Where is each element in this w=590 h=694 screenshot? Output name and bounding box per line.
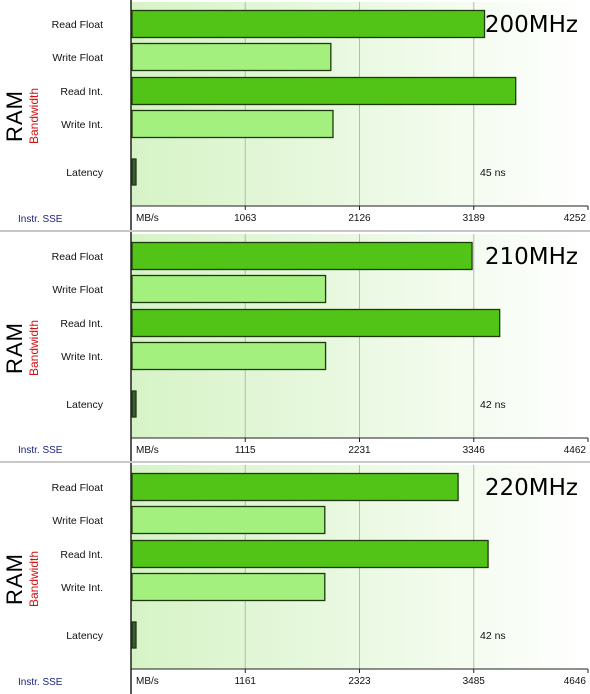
latency-value-label: 42 ns <box>480 399 506 411</box>
x-tick-label: 3485 <box>463 676 486 687</box>
x-tick-label: 1161 <box>234 676 256 687</box>
category-label: Read Float <box>52 251 103 263</box>
bar-write-float <box>131 505 326 535</box>
plot-area-2: Read Float Write Float Read Int. Write Int.… <box>0 232 590 463</box>
x-tick-label: 2231 <box>348 445 371 456</box>
bar-write-int <box>131 341 327 371</box>
bar-read-float <box>131 241 473 271</box>
category-label: Write Float <box>52 52 103 64</box>
x-tick-label: 2126 <box>348 213 371 224</box>
category-label: Latency <box>66 399 104 411</box>
x-tick-label: 4646 <box>564 676 587 687</box>
bar-write-int <box>131 109 334 139</box>
chart-panel-3: RAM Bandwidth Read Float Write Float Read … <box>0 463 590 694</box>
bar-chart-svg: Read Float Write Float Read Int. Write Int.… <box>52 232 589 463</box>
bar-write-float <box>131 274 327 304</box>
panel-separator <box>0 461 590 463</box>
category-label: Read Float <box>52 19 103 31</box>
x-tick-label: 1063 <box>234 213 257 224</box>
chart-title: 200MHz <box>485 12 578 38</box>
bar-read-int <box>131 539 489 569</box>
category-label: Write Int. <box>61 582 103 594</box>
plot-area-1: Read Float Write Float Read Int. Write Int.… <box>0 0 590 231</box>
panel-separator <box>0 230 590 232</box>
bar-chart-svg: Read Float Write Float Read Int. Write Int.… <box>52 463 589 694</box>
plot-area-3: Read Float Write Float Read Int. Write Int.… <box>0 463 590 694</box>
chart-title: 210MHz <box>485 244 578 270</box>
x-tick-label: 1115 <box>235 445 256 456</box>
chart-title: 220MHz <box>485 475 578 501</box>
bar-read-float <box>131 9 486 39</box>
category-label: Latency <box>66 630 104 642</box>
x-tick-label: 4462 <box>564 445 587 456</box>
instr-label: Instr. SSE <box>18 214 63 225</box>
x-tick-label: 3346 <box>463 445 486 456</box>
bar-read-int <box>131 76 517 106</box>
x-axis-unit-label: MB/s <box>136 445 159 456</box>
bar-latency <box>131 158 137 186</box>
category-label: Write Int. <box>61 351 103 363</box>
bar-read-float <box>131 472 459 502</box>
category-label: Read Float <box>52 482 103 494</box>
category-label: Write Float <box>52 515 103 527</box>
bar-latency <box>131 621 137 649</box>
category-label: Read Int. <box>60 549 103 561</box>
bar-read-int <box>131 308 501 338</box>
bar-latency <box>131 390 137 418</box>
x-axis-unit-label: MB/s <box>136 676 159 687</box>
instr-label: Instr. SSE <box>18 445 63 456</box>
x-tick-label: 2323 <box>348 676 371 687</box>
category-label: Write Float <box>52 284 103 296</box>
x-axis-unit-label: MB/s <box>136 213 159 224</box>
chart-panel-1: RAM Bandwidth Read Float Write Float Read … <box>0 0 590 231</box>
category-label: Write Int. <box>61 119 103 131</box>
x-tick-label: 4252 <box>564 213 587 224</box>
instr-label: Instr. SSE <box>18 677 63 688</box>
category-label: Read Int. <box>60 86 103 98</box>
bar-chart-svg: Read Float Write Float Read Int. Write Int.… <box>52 0 589 231</box>
latency-value-label: 42 ns <box>480 630 506 642</box>
bar-write-int <box>131 572 326 602</box>
x-tick-label: 3189 <box>463 213 486 224</box>
category-label: Read Int. <box>60 318 103 330</box>
bar-write-float <box>131 42 332 72</box>
chart-panel-2: RAM Bandwidth Read Float Write Float Read … <box>0 232 590 463</box>
category-label: Latency <box>66 167 104 179</box>
latency-value-label: 45 ns <box>480 167 506 179</box>
